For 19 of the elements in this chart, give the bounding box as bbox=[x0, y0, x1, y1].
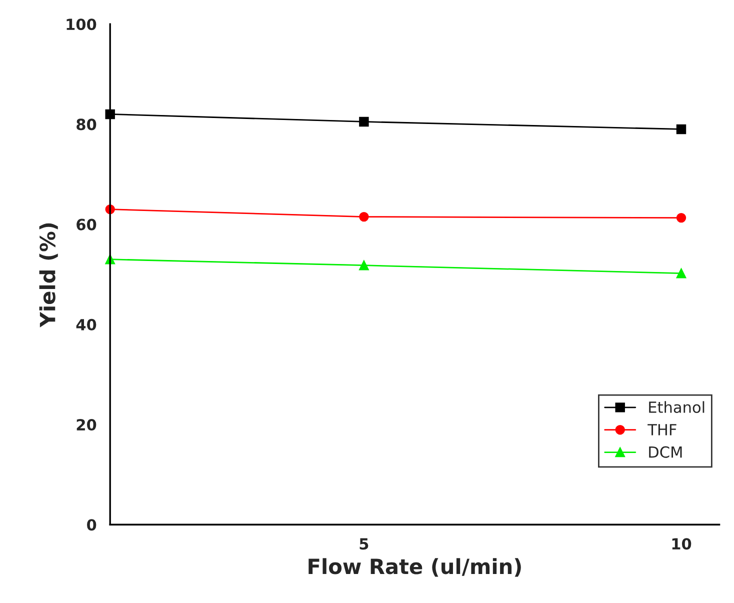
y-tick-label: 20 bbox=[76, 418, 96, 431]
point bbox=[359, 212, 369, 222]
legend-label: Ethanol bbox=[649, 401, 704, 413]
y-tick-label: 40 bbox=[76, 318, 96, 330]
y-tick-label: 80 bbox=[76, 118, 96, 130]
point bbox=[676, 124, 686, 134]
y-tick-label: 60 bbox=[76, 218, 96, 230]
point bbox=[359, 116, 369, 127]
point bbox=[676, 268, 686, 278]
y-tick-label: 0 bbox=[87, 519, 96, 531]
point bbox=[676, 212, 686, 223]
legend-label: DCM bbox=[649, 446, 682, 458]
x-axis-title: Flow Rate (ul/min) bbox=[308, 558, 521, 577]
point bbox=[359, 260, 369, 270]
x-tick-label: 5 bbox=[360, 538, 368, 550]
x-tick-label: 10 bbox=[672, 538, 692, 550]
y-tick-label: 100 bbox=[66, 18, 96, 30]
legend-label: THF bbox=[648, 424, 676, 436]
y-axis-title: Yield (%) bbox=[39, 223, 58, 328]
